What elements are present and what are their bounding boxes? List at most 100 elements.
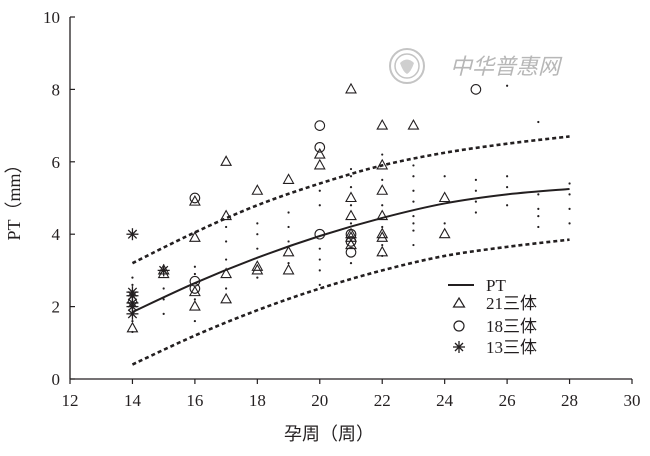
normal-point [193, 265, 196, 268]
normal-point [349, 222, 353, 225]
circle-point [345, 236, 357, 247]
triangle-point [376, 231, 389, 242]
normal-point [443, 222, 446, 225]
x-tick-label: 16 [186, 391, 203, 410]
triangle-point [313, 158, 326, 170]
normal-point [225, 225, 228, 229]
legend-item-t18: 18三体 [453, 317, 537, 336]
normal-point [506, 175, 509, 178]
y-axis-ticks: 0 2 4 6 8 10 [43, 8, 75, 389]
triangle-point [345, 238, 357, 250]
normal-point [381, 178, 384, 181]
normal-point [193, 298, 196, 301]
normal-point [412, 175, 415, 178]
normal-point [412, 215, 415, 218]
triangle-point [376, 227, 389, 239]
x-tick-label: 26 [499, 391, 516, 410]
normal-point [568, 193, 571, 196]
triangle-point [345, 209, 357, 221]
normal-point [318, 247, 321, 250]
normal-point [318, 189, 321, 192]
triangle-point [345, 82, 357, 94]
normal-point [381, 243, 384, 247]
circle-point [189, 283, 201, 294]
normal-point [474, 178, 477, 181]
normal-point [474, 211, 477, 214]
normal-point [568, 182, 571, 185]
normal-point [506, 204, 509, 207]
normal-point [537, 193, 540, 196]
triangle-point [438, 227, 451, 239]
normal-point [381, 225, 384, 229]
normal-point [537, 207, 540, 210]
normal-point [568, 207, 571, 210]
normal-point [287, 262, 290, 265]
triangle-point [282, 245, 295, 257]
normal-point [349, 204, 353, 207]
normal-point [225, 240, 228, 243]
triangle-point [220, 209, 233, 221]
legend-asterisk-symbol [453, 341, 465, 353]
pt-median-curve [132, 187, 570, 313]
normal-point [131, 276, 134, 279]
normal-point [193, 272, 196, 276]
y-tick-label: 0 [52, 370, 61, 389]
normal-point [162, 312, 165, 315]
normal-point [131, 283, 134, 286]
normal-point [381, 153, 384, 156]
normal-point [193, 319, 196, 323]
asterisk-point [126, 307, 139, 320]
lower-bound-curve [131, 238, 570, 366]
triangle-point [282, 263, 295, 275]
normal-point [381, 204, 384, 207]
legend: PT 21三体 18三体 13三体 [448, 276, 537, 357]
normal-point [568, 222, 571, 225]
normal-point [412, 222, 415, 225]
y-tick-label: 4 [52, 225, 61, 244]
triangle-point [345, 227, 357, 239]
triangle-point [376, 118, 389, 130]
normal-point [506, 84, 509, 87]
x-tick-label: 18 [249, 391, 266, 410]
triangle-point [282, 173, 295, 184]
circle-point [314, 120, 326, 131]
upper-bound-curve [131, 135, 570, 265]
normal-point [318, 258, 321, 261]
normal-point [412, 164, 415, 167]
normal-point [318, 204, 321, 207]
x-tick-label: 20 [311, 391, 328, 410]
legend-label-t13: 13三体 [486, 338, 537, 357]
y-tick-label: 6 [52, 153, 61, 172]
normal-point [537, 215, 540, 218]
y-tick-label: 10 [43, 8, 60, 27]
normal-point [349, 262, 353, 265]
x-axis-title: 孕周（周） [284, 424, 374, 444]
triangle-point [376, 184, 389, 195]
normal-point [412, 200, 415, 203]
normal-point [256, 233, 259, 236]
y-axis-title: PT（mm） [4, 155, 24, 240]
watermark: 中华普惠网 [389, 48, 563, 84]
y-tick-label: 2 [52, 298, 61, 317]
normal-point [131, 330, 134, 334]
triangle-point [376, 245, 389, 257]
x-tick-label: 22 [374, 391, 391, 410]
legend-item-t21: 21三体 [452, 294, 537, 313]
triangle-point [188, 285, 201, 297]
circle-point [470, 84, 482, 95]
triangle-point [220, 292, 233, 304]
triangle-point [188, 194, 201, 206]
x-axis-ticks: 12 14 16 18 20 22 24 26 28 30 [62, 379, 641, 410]
triangle-point [220, 155, 233, 166]
normal-point [349, 167, 353, 171]
legend-label-t21: 21三体 [486, 294, 537, 313]
normal-point [287, 211, 290, 214]
normal-point [474, 189, 477, 192]
circle-point [189, 275, 201, 287]
normal-point [131, 319, 134, 323]
legend-circle-symbol [453, 320, 465, 332]
normal-point [162, 298, 165, 301]
triangle-point [376, 158, 389, 170]
triangle-point [251, 260, 264, 271]
